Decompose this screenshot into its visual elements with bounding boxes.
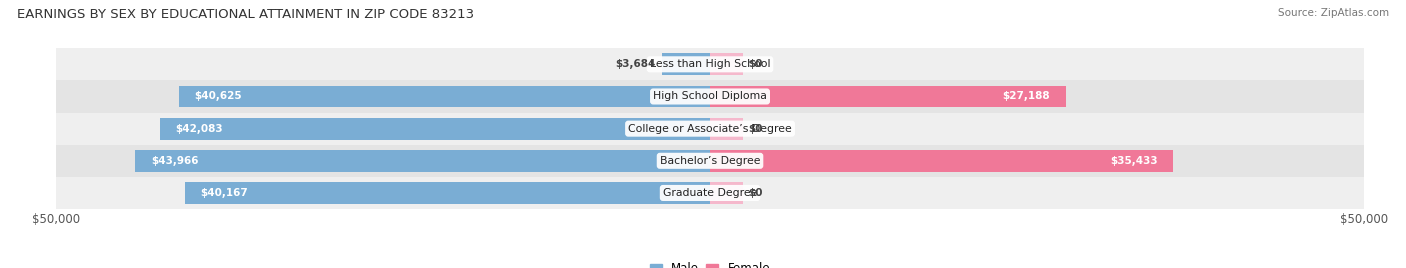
Text: $42,083: $42,083 [176,124,224,134]
Text: $3,684: $3,684 [614,59,655,69]
Bar [184,182,710,204]
Bar [710,53,742,75]
Bar [662,53,710,75]
Bar [160,118,710,140]
Text: $0: $0 [748,124,762,134]
Bar [56,80,1364,113]
Text: Graduate Degree: Graduate Degree [662,188,758,198]
Bar [179,85,710,107]
Bar [710,85,1066,107]
Text: Source: ZipAtlas.com: Source: ZipAtlas.com [1278,8,1389,18]
Bar [56,145,1364,177]
Bar [710,182,742,204]
Text: $0: $0 [748,59,762,69]
Text: Bachelor’s Degree: Bachelor’s Degree [659,156,761,166]
Text: High School Diploma: High School Diploma [654,91,766,102]
Text: $35,433: $35,433 [1109,156,1157,166]
Bar [56,48,1364,80]
Text: College or Associate’s Degree: College or Associate’s Degree [628,124,792,134]
Bar [710,150,1174,172]
Bar [56,113,1364,145]
Text: $27,188: $27,188 [1002,91,1050,102]
Text: $40,625: $40,625 [194,91,242,102]
Bar [135,150,710,172]
Text: EARNINGS BY SEX BY EDUCATIONAL ATTAINMENT IN ZIP CODE 83213: EARNINGS BY SEX BY EDUCATIONAL ATTAINMEN… [17,8,474,21]
Bar [56,177,1364,209]
Legend: Male, Female: Male, Female [650,262,770,268]
Bar [710,118,742,140]
Text: $43,966: $43,966 [150,156,198,166]
Text: $0: $0 [748,188,762,198]
Text: Less than High School: Less than High School [650,59,770,69]
Text: $40,167: $40,167 [201,188,249,198]
